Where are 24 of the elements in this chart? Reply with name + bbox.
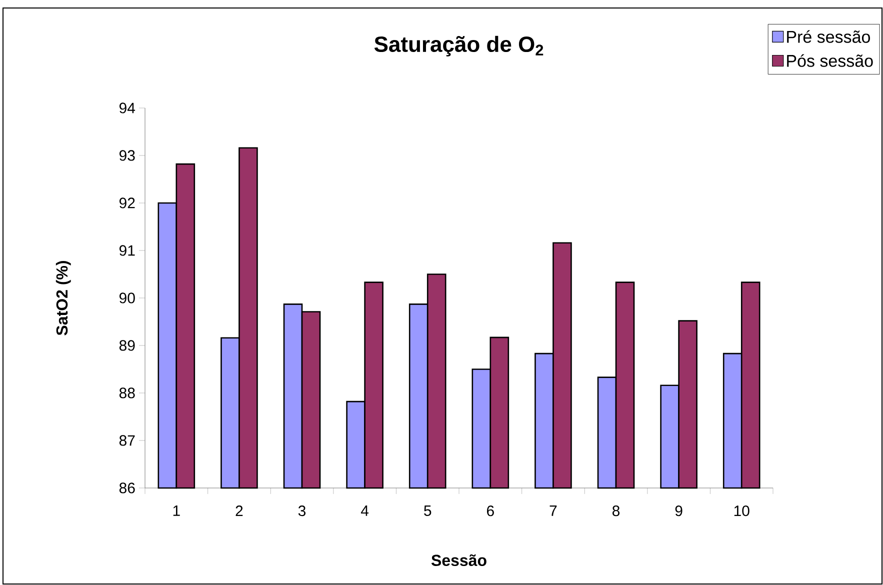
y-tick-label: 87	[119, 435, 135, 446]
legend-label: Pós sessão	[787, 54, 873, 67]
x-tick-label: 5	[424, 506, 432, 516]
y-axis-title: SatO2 (%)	[56, 261, 71, 336]
y-tick-label: 94	[119, 102, 136, 114]
y-tick-label: 86	[119, 482, 135, 494]
x-tick-label: 6	[487, 506, 494, 516]
y-tick-label: 88	[119, 388, 135, 398]
y-tick-label: 92	[119, 198, 135, 208]
x-tick-label: 3	[298, 506, 306, 516]
chart-title: Saturação de O$_{2}$	[374, 36, 544, 56]
x-axis-title: Sessão	[431, 554, 486, 566]
x-tick-label: 9	[675, 506, 682, 516]
x-tick-label: 1	[173, 506, 180, 516]
y-tick-label: 91	[119, 245, 135, 256]
y-tick-label: 89	[119, 340, 135, 351]
x-tick-label: 2	[236, 506, 243, 516]
x-tick-label: 10	[734, 506, 750, 516]
x-tick-label: 7	[550, 506, 557, 516]
y-tick-label: 93	[119, 150, 135, 161]
legend-label: Pré sessão	[787, 30, 870, 43]
x-tick-label: 8	[612, 506, 620, 516]
x-tick-label: 4	[360, 506, 369, 516]
y-tick-label: 90	[119, 292, 135, 304]
